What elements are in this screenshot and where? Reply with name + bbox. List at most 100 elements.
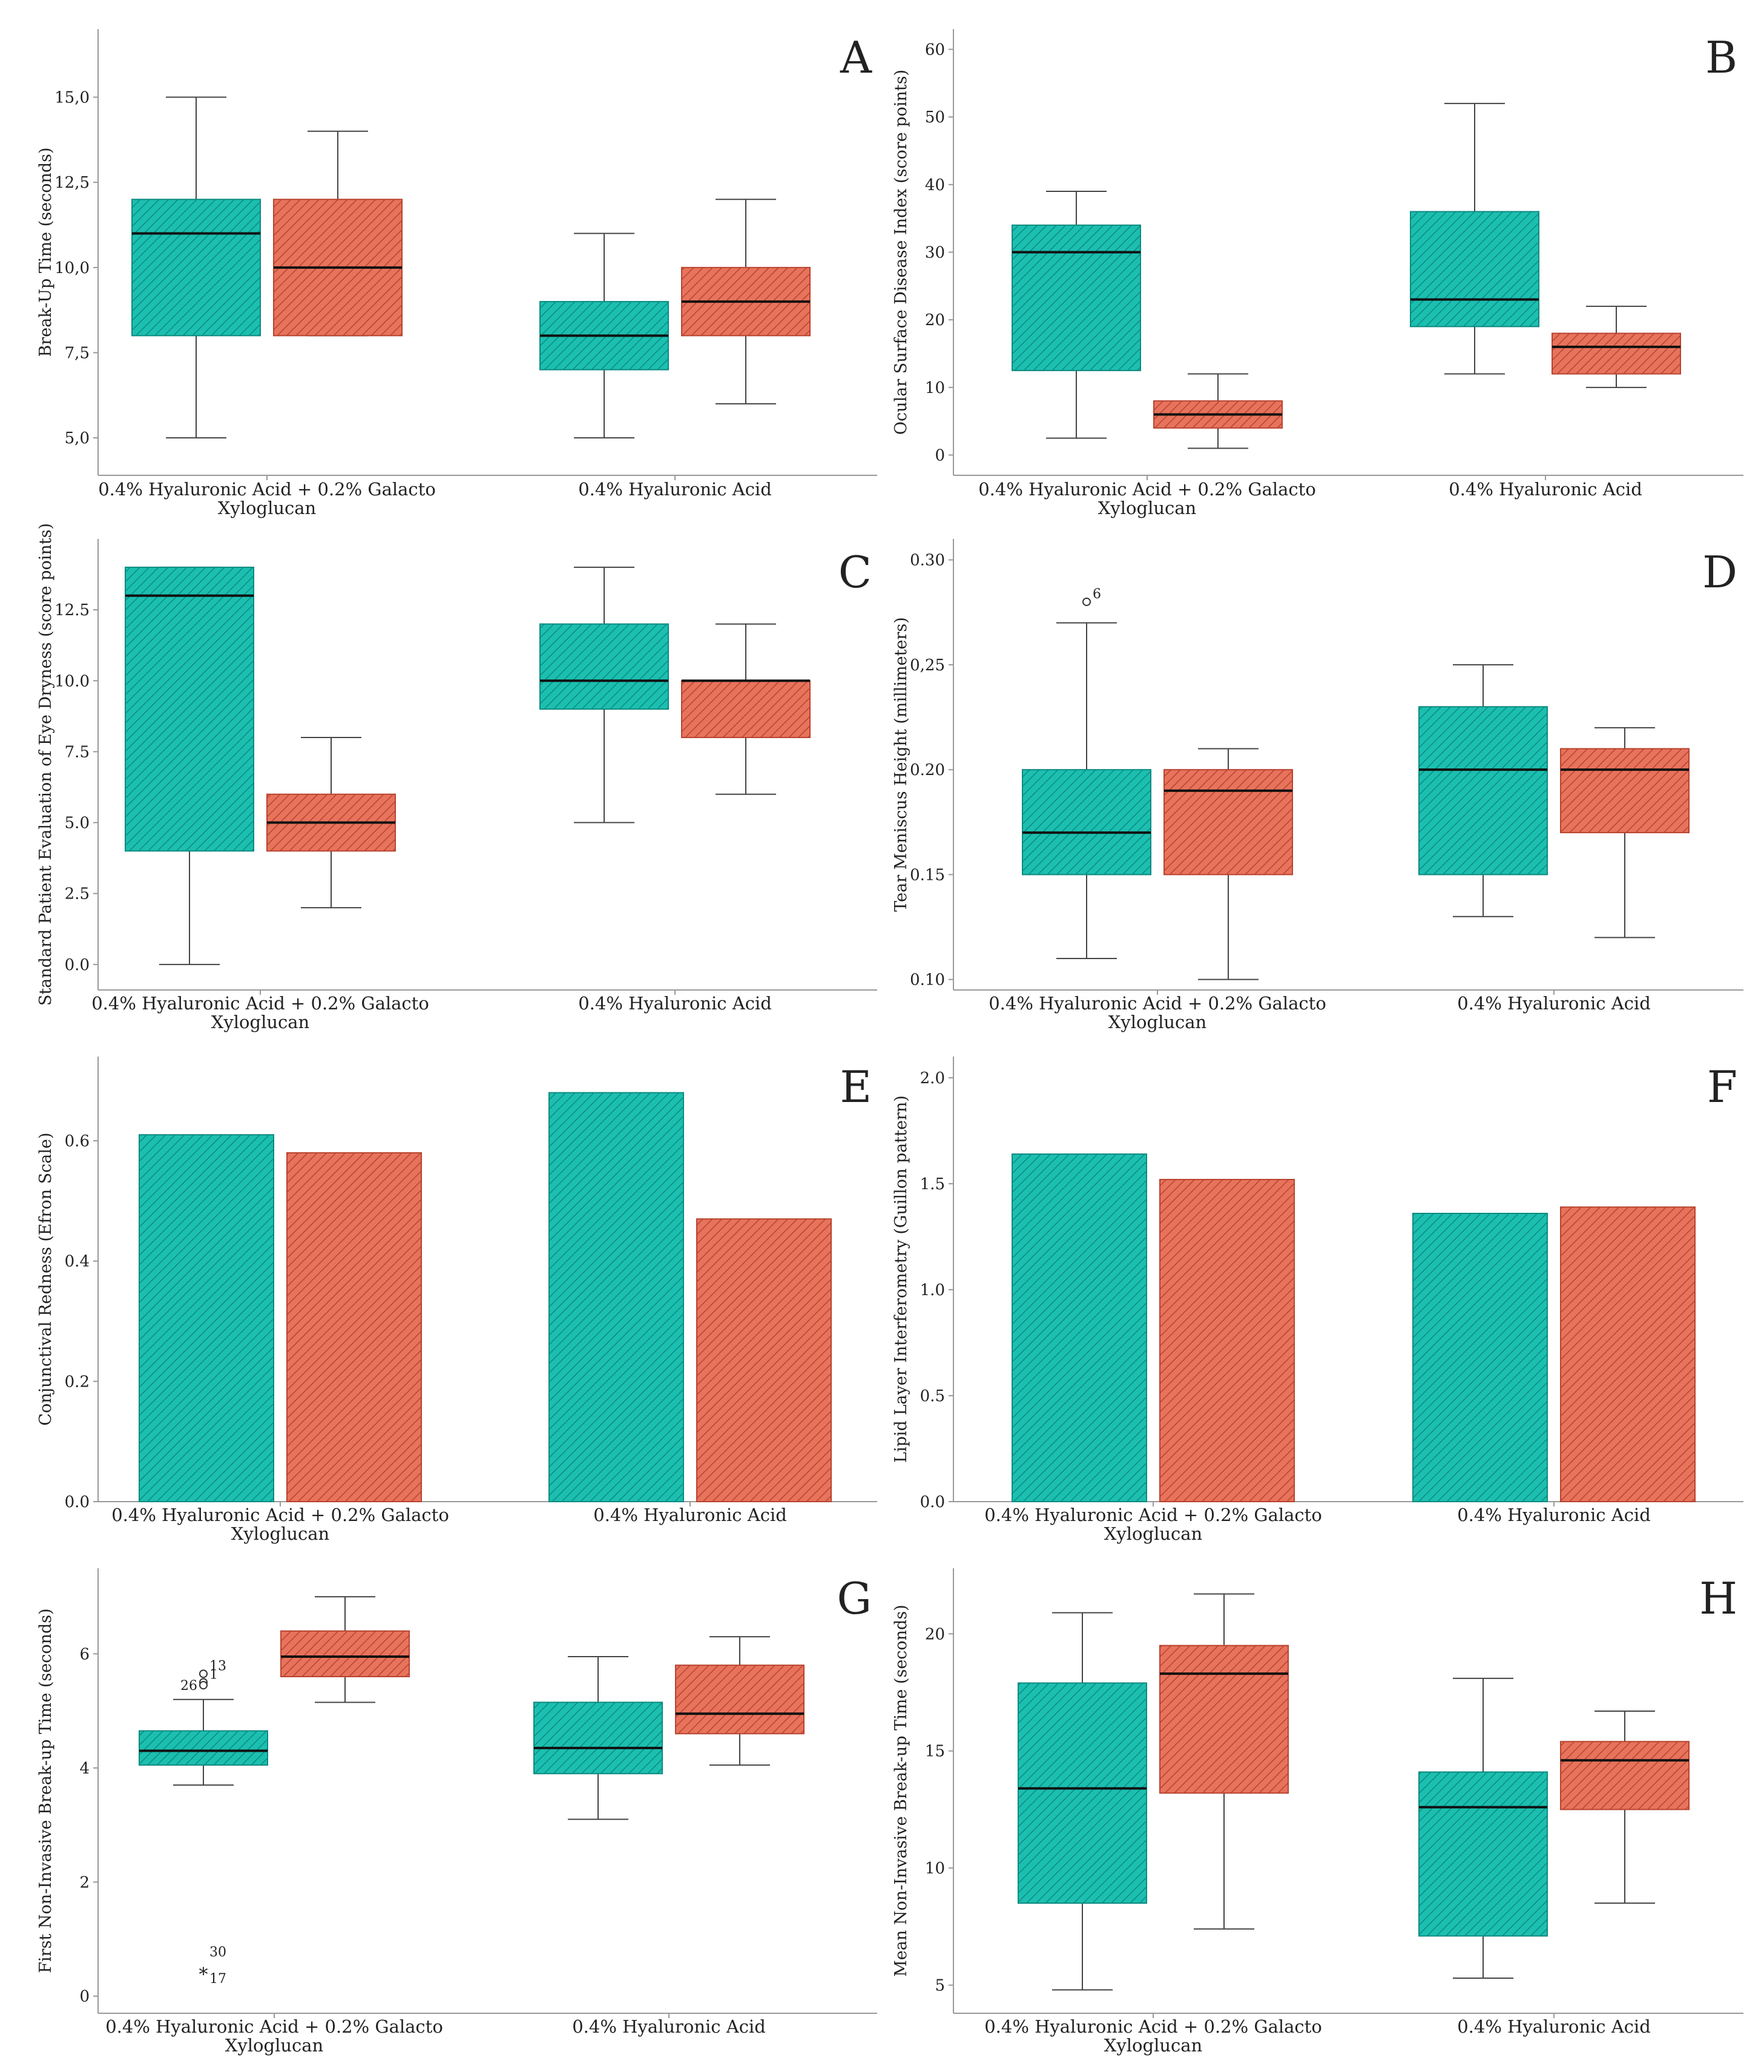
y-tick-label: 2 — [79, 1873, 90, 1892]
y-tick-label: 7.5 — [65, 743, 90, 761]
box-iqr — [1159, 1645, 1289, 1794]
y-tick-label: 10.0 — [54, 672, 90, 690]
box-teal — [539, 566, 669, 823]
y-tick-label: 0.15 — [910, 866, 945, 884]
y-tick-label: 0.0 — [65, 956, 90, 974]
y-tick-label: 40 — [925, 176, 945, 194]
box-teal — [139, 1698, 268, 1786]
bar-salmon — [1159, 1179, 1295, 1502]
y-tick-label: 2.0 — [920, 1069, 945, 1087]
box-salmon — [681, 623, 811, 795]
box-iqr — [1418, 1771, 1548, 1937]
y-tick-label: 2.5 — [65, 885, 90, 903]
category-label: Xyloglucan — [225, 2035, 324, 2056]
box-teal — [533, 1656, 663, 1820]
box-iqr — [1012, 224, 1141, 371]
box-teal — [131, 96, 261, 439]
panel-letter: B — [1705, 32, 1737, 83]
category-label: Xyloglucan — [1108, 1012, 1207, 1032]
category-label: 0.4% Hyaluronic Acid + 0.2% Galacto — [989, 993, 1326, 1014]
y-tick-label: 0.0 — [920, 1493, 945, 1511]
y-tick-label: 5,0 — [65, 429, 90, 447]
category-label: Xyloglucan — [1104, 2035, 1203, 2056]
y-tick-label: 1.5 — [920, 1175, 945, 1193]
y-tick-label: 0 — [79, 1988, 90, 2006]
category-label: 0.4% Hyaluronic Acid — [1457, 1505, 1651, 1525]
y-axis-title: Break-Up Time (seconds) — [36, 147, 55, 357]
y-tick-label: 60 — [925, 41, 945, 59]
box-salmon — [1560, 727, 1690, 939]
category-label: 0.4% Hyaluronic Acid — [1449, 479, 1642, 500]
box-teal — [539, 233, 669, 439]
box-iqr — [1560, 1741, 1690, 1810]
box-salmon — [675, 1636, 805, 1766]
y-tick-label: 10 — [925, 379, 945, 397]
category-label: 0.4% Hyaluronic Acid — [578, 479, 772, 500]
y-axis-title: Ocular Surface Disease Index (score poin… — [892, 70, 910, 435]
y-tick-label: 10,0 — [54, 259, 90, 277]
box-teal — [1418, 1677, 1548, 1979]
category-label: 0.4% Hyaluronic Acid + 0.2% Galacto — [111, 1505, 449, 1525]
y-tick-label: 0 — [935, 447, 945, 465]
category-label: Xyloglucan — [218, 498, 317, 518]
outlier-point — [199, 1681, 208, 1690]
panel-d: 0.10 0.15 0.20 0,25 0.30 Tear Meniscus Height… — [892, 539, 1743, 1032]
box-iqr — [1552, 332, 1681, 375]
category-label: 0.4% Hyaluronic Acid — [593, 1505, 787, 1525]
box-iqr — [1410, 211, 1539, 328]
y-tick-label: 15,0 — [54, 89, 90, 107]
y-tick-label: 7,5 — [65, 344, 90, 362]
box-salmon — [1153, 373, 1283, 449]
y-axis-title: Mean Non-Invasive Break-up Time (seconds… — [892, 1605, 910, 1977]
y-tick-label: 12,5 — [54, 174, 90, 192]
bar-salmon — [286, 1152, 422, 1502]
y-tick-label: 0.30 — [910, 552, 945, 570]
box-iqr — [1418, 706, 1548, 876]
y-axis-title: Standard Patient Evaluation of Eye Dryne… — [36, 523, 55, 1006]
category-label: Xyloglucan — [231, 1523, 330, 1544]
category-label: 0.4% Hyaluronic Acid + 0.2% Galacto — [105, 2016, 443, 2037]
outlier-point — [1082, 597, 1091, 606]
panel-letter: D — [1702, 547, 1737, 598]
outlier-label: 17 — [209, 1971, 226, 1987]
box-salmon — [1560, 1710, 1690, 1904]
category-label: Xyloglucan — [1098, 498, 1197, 518]
y-tick-label: 0.2 — [65, 1373, 90, 1391]
panel-h: 5 10 15 20 Mean Non-Invasive Break-up Time (… — [892, 1568, 1743, 2056]
y-tick-label: 0.20 — [910, 761, 945, 779]
box-iqr — [1018, 1682, 1147, 1904]
panel-letter: C — [838, 547, 872, 598]
panel-f: 0.0 0.5 1.0 1.5 2.0 Lipid Layer Interferometr… — [892, 1057, 1743, 1544]
category-label: 0.4% Hyaluronic Acid + 0.2% Galacto — [98, 479, 436, 500]
box-salmon — [280, 1596, 410, 1703]
y-tick-label: 5 — [935, 1977, 945, 1995]
bar-salmon — [1560, 1206, 1696, 1502]
outlier-label: 6 — [1093, 587, 1101, 602]
box-teal — [125, 566, 254, 965]
category-label: 0.4% Hyaluronic Acid — [1457, 993, 1651, 1014]
panel-letter: H — [1699, 1573, 1737, 1624]
panel-letter: A — [840, 32, 872, 83]
y-tick-label: 6 — [79, 1645, 90, 1663]
box-iqr — [533, 1701, 663, 1775]
category-label: Xyloglucan — [1104, 1523, 1203, 1544]
outlier-label: 13 — [209, 1658, 226, 1674]
box-salmon — [1552, 305, 1681, 388]
y-tick-label: 15 — [925, 1743, 945, 1761]
box-teal — [1022, 622, 1151, 960]
box-salmon — [266, 736, 396, 909]
y-tick-label: 0.4 — [65, 1253, 90, 1271]
y-tick-label: 20 — [925, 1625, 945, 1643]
y-axis-title: Tear Meniscus Height (millimeters) — [892, 617, 910, 912]
box-salmon — [273, 130, 403, 337]
bar-teal — [139, 1134, 274, 1502]
outlier-label: 26 — [180, 1678, 197, 1694]
box-salmon — [681, 199, 811, 404]
panel-g: 0 2 4 6 First Non-Invasive Break-up Time (se… — [36, 1568, 877, 2056]
category-label: Xyloglucan — [211, 1012, 310, 1032]
bar-teal — [1012, 1153, 1147, 1502]
outlier-point — [199, 1669, 208, 1678]
y-tick-label: 10 — [925, 1859, 945, 1878]
box-iqr — [1022, 769, 1151, 876]
